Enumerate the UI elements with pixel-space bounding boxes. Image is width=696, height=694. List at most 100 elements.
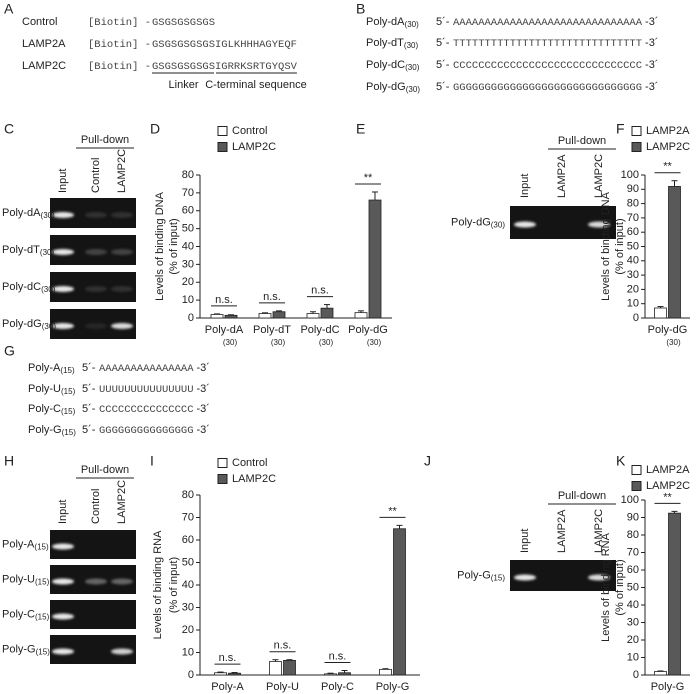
gel-band <box>514 221 536 228</box>
bar <box>258 313 272 319</box>
lane-label: Control <box>90 489 102 524</box>
y-tick-label: 80 <box>627 529 639 541</box>
label-name: Poly-A <box>2 538 35 550</box>
peptide-name: LAMP2C <box>22 60 66 72</box>
significance-label: n.s. <box>215 294 233 306</box>
gel-header: Pull-down <box>81 464 129 476</box>
category-name: Poly-A <box>211 681 244 693</box>
panel-letter: F <box>616 121 625 137</box>
lane-label: LAMP2A <box>556 154 568 198</box>
panel-letter: A <box>4 1 14 17</box>
gel-row-label: Poly-A(15) <box>2 538 49 551</box>
x-tick-label: Poly-dG (30) <box>648 324 688 347</box>
error-bar <box>276 310 282 312</box>
label-name: Poly-dA <box>366 16 405 28</box>
lane-label: Input <box>57 169 69 193</box>
bar <box>393 528 406 676</box>
y-tick-label: 0 <box>188 669 194 681</box>
category-subscript: (30) <box>367 338 382 347</box>
oligo-5prime: 5´- <box>82 403 96 415</box>
oligo-5prime: 5´- <box>436 59 450 71</box>
y-tick-label: 60 <box>182 534 194 546</box>
y-tick-label: 50 <box>627 581 639 593</box>
legend-label: LAMP2A <box>646 125 690 137</box>
y-axis-label: Levels of binding DNA <box>154 191 166 301</box>
y-tick-label: 70 <box>182 187 194 199</box>
category-name: Poly-G <box>376 681 410 693</box>
x-tick-label: Poly-G(15) <box>651 681 685 694</box>
oligo-5prime: 5´- <box>82 383 96 395</box>
gel-band <box>111 249 133 255</box>
error-bar <box>382 668 389 670</box>
error-bar <box>657 306 664 308</box>
bar <box>283 659 296 676</box>
y-tick-label: 40 <box>627 599 639 611</box>
gel-row-label: Poly-G(15) <box>2 643 50 656</box>
oligo-sequence: TTTTTTTTTTTTTTTTTTTTTTTTTTTTTT <box>453 38 642 50</box>
oligo-sequence: GGGGGGGGGGGGGGG <box>99 425 194 437</box>
significance-label: n.s. <box>263 291 281 303</box>
gel-band <box>111 286 133 292</box>
significance-label: n.s. <box>329 650 347 662</box>
significance-label: n.s. <box>274 640 292 652</box>
error-bar <box>310 311 316 314</box>
gel-header: Pull-down <box>558 135 606 147</box>
gel-band <box>85 249 107 255</box>
gel-band <box>52 249 74 255</box>
x-tick-label: Poly-U(15) <box>266 681 299 694</box>
category-name: Poly-dT <box>253 324 291 336</box>
oligo-name: Poly-dC(30) <box>366 59 420 72</box>
lane-label: Control <box>90 158 102 193</box>
y-tick-label: 10 <box>182 646 194 658</box>
lane-label: Input <box>519 174 531 198</box>
significance-label: ** <box>663 491 672 503</box>
label-name: Poly-dC <box>366 59 405 71</box>
legend-swatch <box>217 458 228 468</box>
y-axis-label: (% of input) <box>614 218 626 274</box>
y-tick-label: 40 <box>182 240 194 252</box>
label-name: Poly-C <box>2 608 35 620</box>
significance-label: ** <box>388 505 397 517</box>
oligo-sequence: GGGGGGGGGGGGGGGGGGGGGGGGGGGGGG <box>453 82 642 94</box>
label-name: Poly-U <box>2 573 35 585</box>
peptide-name: LAMP2A <box>22 38 66 50</box>
oligo-sequence: UUUUUUUUUUUUUUU <box>99 384 194 396</box>
y-tick-label: 90 <box>627 183 639 195</box>
oligo-3prime: -3´ <box>645 59 658 71</box>
oligo-name: Poly-dG(30) <box>366 81 420 94</box>
label-name: Poly-dC <box>2 281 41 293</box>
bar <box>338 672 351 676</box>
y-tick-label: 80 <box>627 198 639 210</box>
error-bar <box>286 659 293 661</box>
bar <box>379 668 392 676</box>
legend-swatch <box>217 126 228 136</box>
label-name: Poly-dG <box>451 216 491 228</box>
significance-label: n.s. <box>219 652 237 664</box>
panel-letter: H <box>4 453 14 469</box>
gel-band <box>111 648 133 655</box>
label-subscript: (30) <box>405 20 420 29</box>
y-axis-label: (% of input) <box>168 218 180 274</box>
gel-row-label: Poly-G(15) <box>457 569 505 582</box>
lane-label: LAMP2C <box>593 509 605 553</box>
label-subscript: (30) <box>406 85 421 94</box>
y-tick-label: 50 <box>182 556 194 568</box>
error-bar <box>671 510 678 514</box>
bar <box>368 199 382 319</box>
label-subscript: (15) <box>34 543 49 552</box>
c-terminal-label: C-terminal sequence <box>205 79 307 91</box>
label-name: Poly-C <box>28 403 61 415</box>
oligo-3prime: -3´ <box>197 403 210 415</box>
oligo-5prime: 5´- <box>82 362 96 374</box>
significance-label: ** <box>364 172 373 184</box>
legend-label: LAMP2C <box>646 480 690 492</box>
gel-band <box>85 286 107 292</box>
oligo-name: Poly-A(15) <box>28 362 75 375</box>
error-bar <box>324 304 330 309</box>
oligo-name: Poly-dT(30) <box>366 37 418 50</box>
peptide-tag: [Biotin] - <box>88 61 151 73</box>
y-tick-label: 10 <box>627 651 639 663</box>
x-tick-label: Poly-dA (30) <box>205 324 244 347</box>
panel-letter: G <box>4 343 15 359</box>
gel-band <box>52 543 74 550</box>
